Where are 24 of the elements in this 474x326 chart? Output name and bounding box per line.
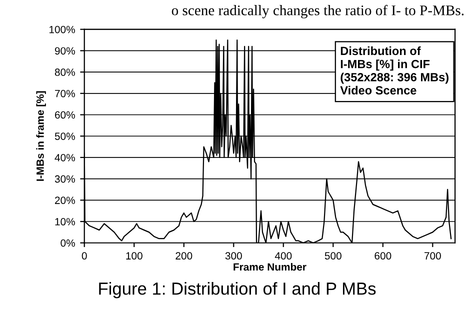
y-tick-label: 60% [55, 111, 75, 119]
x-tick-label: 400 [274, 252, 292, 260]
x-tick-label: 0 [82, 252, 87, 260]
y-axis-title: I-MBs in frame [%] [36, 91, 46, 181]
text: o scene radically changes the ratio of I- to P-MBs. [172, 4, 464, 18]
y-tick-label: 30% [54, 175, 75, 183]
y-tick-label: 100% [50, 26, 75, 34]
x-tick-label: 300 [225, 252, 242, 260]
x-tick-label: 500 [324, 252, 342, 260]
y-tick-label: 90% [54, 47, 75, 55]
y-tick-label: 40% [54, 154, 75, 162]
x-tick-label: 200 [176, 252, 192, 260]
y-tick-label: 80% [54, 68, 75, 76]
x-axis-title: Frame Number [234, 262, 306, 271]
x-tick-label: 700 [424, 252, 441, 260]
y-tick-label: 0% [60, 239, 75, 247]
y-tick-label: 10% [55, 218, 75, 226]
x-tick-label: 600 [374, 252, 392, 260]
annotation: Distribution of I-MBs [%] in CIF (352x288: 396 MBs) Video Scence [340, 46, 448, 95]
text: Figure 1: Distribution of I and P MBs [99, 282, 376, 298]
y-tick-label: 20% [55, 196, 75, 204]
y-tick-label: 50% [54, 132, 75, 140]
y-tick-label: 70% [55, 90, 75, 98]
x-tick-label: 100 [126, 252, 142, 260]
